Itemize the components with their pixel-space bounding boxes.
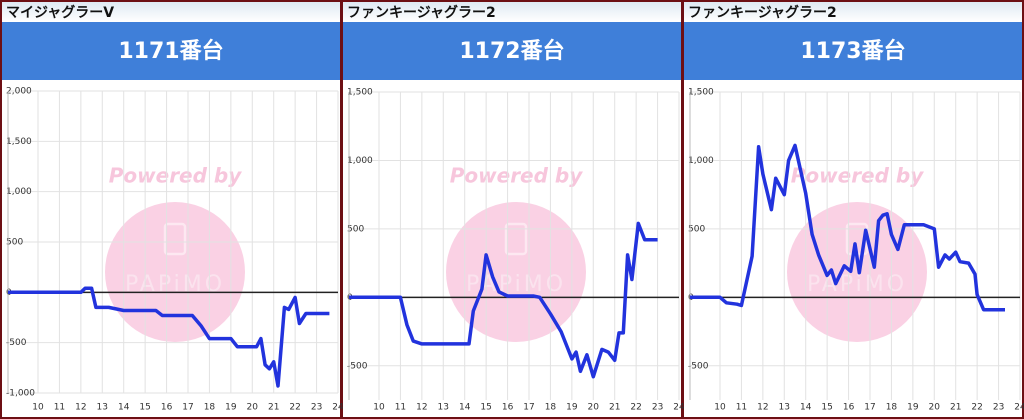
x-tick-label: 16 (502, 403, 514, 413)
x-tick-label: 10 (373, 403, 385, 413)
machine-name: ファンキージャグラー2 (688, 4, 837, 21)
x-tick-label: 18 (204, 403, 216, 413)
x-tick-label: 17 (182, 403, 193, 413)
data-line (349, 221, 658, 379)
header-bg (684, 2, 1022, 22)
watermark-icon (504, 222, 528, 256)
machine-number: 1173番台 (800, 38, 905, 64)
y-tick-label: 1,000 (688, 156, 714, 166)
y-tick-label: 500 (688, 224, 705, 234)
x-tick-label: 14 (459, 403, 471, 413)
y-tick-label: 1,500 (6, 137, 32, 147)
y-tick-label: 2,000 (6, 87, 32, 97)
data-line (8, 286, 330, 388)
x-tick-label: 23 (993, 403, 1004, 413)
watermark-text: Powered by (791, 164, 924, 188)
x-tick-label: 23 (652, 403, 663, 413)
x-tick-label: 19 (566, 403, 578, 413)
machine-name: マイジャグラーV (6, 4, 114, 21)
x-tick-label: 12 (416, 403, 427, 413)
x-tick-label: 20 (588, 403, 600, 413)
watermark-logo: PAPiMO (125, 272, 225, 297)
x-tick-label: 17 (523, 403, 534, 413)
x-tick-label: 15 (480, 403, 491, 413)
x-tick-label: 18 (886, 403, 898, 413)
x-tick-label: 14 (800, 403, 812, 413)
x-tick-label: 12 (75, 403, 86, 413)
y-tick-label: 1,000 (6, 187, 32, 197)
y-tick-label: -1,000 (6, 389, 35, 399)
x-tick-label: 20 (929, 403, 941, 413)
watermark-text: Powered by (450, 164, 583, 188)
watermark-circle (446, 202, 586, 342)
x-tick-label: 15 (821, 403, 832, 413)
x-tick-label: 16 (843, 403, 855, 413)
x-tick-label: 21 (268, 403, 279, 413)
x-tick-label: 11 (736, 403, 747, 413)
watermark-text: Powered by (109, 164, 242, 188)
machine-number: 1171番台 (118, 38, 223, 64)
x-tick-label: 17 (864, 403, 875, 413)
y-tick-label: -500 (688, 361, 709, 371)
x-tick-label: 24 (1014, 403, 1024, 413)
machine-number: 1172番台 (459, 38, 564, 64)
y-tick-label: 1,500 (347, 88, 373, 98)
number-band (684, 22, 1022, 80)
x-tick-label: 20 (247, 403, 259, 413)
x-tick-label: 16 (161, 403, 173, 413)
number-band (2, 22, 340, 80)
watermark-logo: PAPiMO (807, 272, 907, 297)
header-bg (343, 2, 681, 22)
x-tick-label: 22 (630, 403, 641, 413)
watermark-circle (105, 202, 245, 342)
y-tick-label: 500 (347, 224, 364, 234)
x-tick-label: 13 (779, 403, 790, 413)
y-tick-label: 1,500 (688, 88, 714, 98)
x-tick-label: 13 (438, 403, 449, 413)
x-tick-label: 24 (673, 403, 685, 413)
machine-name: ファンキージャグラー2 (347, 4, 496, 21)
x-tick-label: 18 (545, 403, 557, 413)
x-tick-label: 10 (714, 403, 726, 413)
y-tick-label: -500 (347, 361, 368, 371)
x-tick-label: 23 (311, 403, 322, 413)
x-tick-label: 19 (225, 403, 237, 413)
header-bg (2, 2, 340, 22)
x-tick-label: 13 (97, 403, 108, 413)
x-tick-label: 10 (32, 403, 44, 413)
number-band (343, 22, 681, 80)
x-tick-label: 11 (54, 403, 65, 413)
x-tick-label: 11 (395, 403, 406, 413)
y-tick-label: 1,000 (347, 156, 373, 166)
x-tick-label: 15 (139, 403, 150, 413)
x-tick-label: 12 (757, 403, 768, 413)
x-tick-label: 22 (289, 403, 300, 413)
data-line (690, 143, 1005, 312)
x-tick-label: 14 (118, 403, 130, 413)
x-tick-label: 21 (950, 403, 961, 413)
x-tick-label: 22 (971, 403, 982, 413)
y-tick-label: -500 (6, 338, 27, 348)
x-tick-label: 24 (332, 403, 344, 413)
y-tick-label: 500 (6, 238, 23, 248)
x-tick-label: 19 (907, 403, 919, 413)
x-tick-label: 21 (609, 403, 620, 413)
watermark-icon (163, 222, 187, 256)
